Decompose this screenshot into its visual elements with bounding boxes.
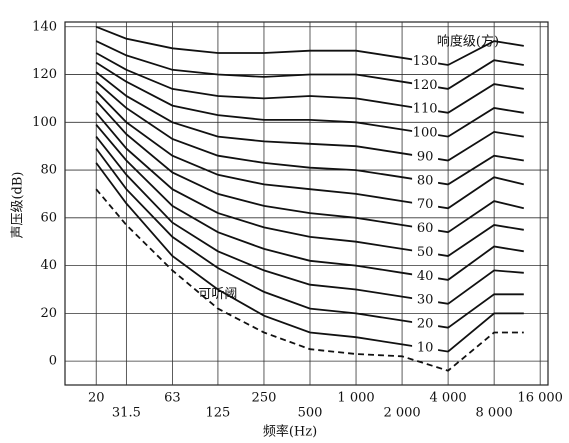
curve	[95, 71, 524, 162]
label-background	[412, 126, 439, 141]
curve	[95, 61, 524, 138]
curve	[95, 25, 524, 66]
label-background	[412, 149, 439, 164]
curve-label: 30	[417, 293, 434, 308]
curve	[95, 40, 524, 90]
curve-label: 20	[417, 317, 434, 332]
x-axis-title: 频率(Hz)	[263, 424, 317, 440]
curve	[95, 188, 524, 372]
label-background	[412, 245, 439, 260]
label-background	[412, 78, 439, 93]
curve-label: 120	[413, 78, 438, 93]
curve	[95, 162, 524, 353]
x-tick-label: 20	[88, 391, 105, 406]
curve	[95, 148, 524, 329]
curve-label: 可听阈	[198, 287, 237, 302]
curve	[95, 136, 524, 305]
curve-label: 40	[417, 269, 434, 284]
label-background	[412, 102, 439, 117]
curve-label: 110	[413, 102, 438, 117]
curve	[95, 112, 524, 257]
x-tick-label: 31.5	[112, 406, 141, 421]
y-axis-title: 声压级(dB)	[11, 171, 26, 238]
plot-frame	[64, 21, 549, 386]
x-tick-label: 16 000	[517, 391, 563, 406]
label-background	[412, 317, 439, 332]
label-background	[412, 54, 439, 69]
curve-label: 130	[413, 54, 438, 69]
y-tick-label: 20	[40, 306, 57, 321]
label-background	[412, 269, 439, 284]
curve-label: 60	[417, 221, 434, 236]
y-tick-label: 0	[49, 354, 57, 369]
curve-label: 80	[417, 173, 434, 188]
curve-label: 100	[413, 126, 438, 141]
y-tick-label: 140	[32, 19, 57, 34]
label-background	[412, 221, 439, 236]
y-tick-label: 100	[32, 115, 57, 130]
x-tick-label: 500	[298, 406, 323, 421]
label-background	[412, 197, 439, 212]
label-background	[412, 340, 439, 355]
x-tick-label: 4 000	[429, 391, 466, 406]
y-tick-label: 40	[40, 258, 57, 273]
y-tick-label: 80	[40, 163, 57, 178]
curve-label: 50	[417, 245, 434, 260]
curve	[95, 124, 524, 281]
x-tick-label: 1 000	[337, 391, 374, 406]
annotation: 响度级(方)	[437, 34, 499, 50]
curve	[95, 52, 524, 114]
label-background	[412, 293, 439, 308]
curve	[95, 81, 524, 186]
curve-label: 70	[417, 197, 434, 212]
x-tick-label: 2 000	[383, 406, 420, 421]
curve-label: 90	[417, 149, 434, 164]
y-tick-label: 60	[40, 210, 57, 225]
x-tick-label: 63	[164, 391, 181, 406]
y-tick-label: 120	[32, 67, 57, 82]
x-tick-label: 250	[252, 391, 277, 406]
curve-label: 10	[417, 340, 434, 355]
x-tick-label: 8 000	[476, 406, 513, 421]
x-tick-label: 125	[206, 406, 231, 421]
curve	[95, 90, 525, 210]
label-background	[412, 173, 439, 188]
curve	[95, 100, 525, 234]
